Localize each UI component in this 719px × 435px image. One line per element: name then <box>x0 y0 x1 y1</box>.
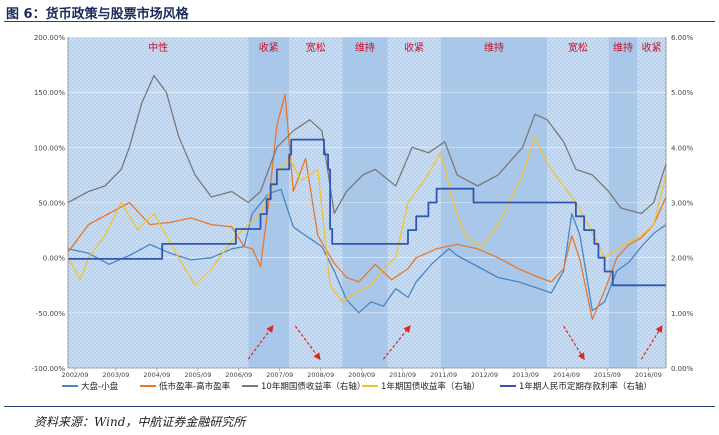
trend-arrow <box>294 325 321 361</box>
x-tick-label: 2003/09 <box>102 371 129 379</box>
trend-arrow <box>247 325 274 360</box>
regime-label: 收紧 <box>642 41 662 54</box>
regime-label: 中性 <box>148 41 168 54</box>
figure-title: 图 6：货币政策与股票市场风格 <box>6 7 189 22</box>
x-tick-label: 2002/09 <box>61 371 88 379</box>
axes: -100.00% -50.00% 0.00% 50.00% 100.00% 150.00%… <box>31 34 693 379</box>
y-left-tick-label: 200.00% <box>34 34 65 42</box>
legend-label: 1年期国债收益率（右轴） <box>381 381 480 392</box>
title-rule <box>4 21 715 22</box>
x-tick-label: 2014/09 <box>553 371 580 379</box>
y-right-tick-label: 2.00% <box>671 255 694 263</box>
legend-label: 低市盈率-高市盈率 <box>159 381 231 392</box>
regime-label: 宽松 <box>306 41 326 54</box>
series-line <box>67 93 667 321</box>
chart: 中性 收紧 宽松 维持 收紧 维持 宽松 维持 收紧 -100.00%-50.00%0.00%5… <box>31 34 693 392</box>
y-right-tick-label: 4.00% <box>671 144 694 152</box>
y-left-tick-label: -100.00% <box>31 365 65 373</box>
regime-label: 宽松 <box>568 41 588 54</box>
regime-label: 维持 <box>355 41 375 54</box>
series-line <box>68 138 666 287</box>
regime-label: 维持 <box>484 41 504 54</box>
y-left-tick-label: 100.00% <box>34 144 65 152</box>
legend: 大盘-小盘 低市盈率-高市盈率 10年期国债收益率（右轴） 1年期国债收益率（右轴） 1… <box>62 381 652 392</box>
y-right-tick-label: 5.00% <box>671 89 694 97</box>
x-tick-label: 2012/09 <box>471 371 498 379</box>
trend-arrow <box>382 325 411 360</box>
series-line <box>67 135 667 303</box>
regime-label: 收紧 <box>404 41 424 54</box>
legend-label: 1年期人民币定期存款利率（右轴） <box>519 381 652 392</box>
y-right-tick-label: 1.00% <box>671 310 694 318</box>
x-tick-label: 2013/09 <box>512 371 539 379</box>
series-line <box>67 74 667 215</box>
x-tick-label: 2007/09 <box>266 371 293 379</box>
y-left-tick-label: 0.00% <box>43 255 66 263</box>
x-tick-label: 2015/09 <box>594 371 621 379</box>
regime-label: 收紧 <box>259 41 279 54</box>
series-line <box>67 188 667 314</box>
x-tick-label: 2004/09 <box>143 371 170 379</box>
series-lines <box>67 74 667 321</box>
x-tick-label: 2005/09 <box>184 371 211 379</box>
y-left-tick-label: -50.00% <box>36 310 66 318</box>
y-right-tick-label: 3.00% <box>671 200 694 208</box>
x-tick-label: 2006/09 <box>225 371 252 379</box>
legend-label: 大盘-小盘 <box>81 381 119 392</box>
legend-label: 10年期国债收益率（右轴） <box>261 381 365 392</box>
y-left-tick-label: 50.00% <box>38 200 65 208</box>
regime-label: 维持 <box>613 41 633 54</box>
x-tick-label: 2016/09 <box>635 371 662 379</box>
source-note: 资料来源：Wind，中航证券金融研究所 <box>34 415 246 429</box>
y-right-tick-label: 6.00% <box>671 34 694 42</box>
y-right-tick-label: 0.00% <box>671 365 694 373</box>
x-tick-label: 2011/09 <box>430 371 457 379</box>
y-left-tick-label: 150.00% <box>34 89 65 97</box>
x-tick-label: 2008/09 <box>307 371 334 379</box>
x-tick-label: 2009/09 <box>348 371 375 379</box>
trend-arrows <box>247 325 663 361</box>
trend-arrow <box>640 325 663 360</box>
bottom-rule <box>4 406 715 407</box>
x-tick-label: 2010/09 <box>389 371 416 379</box>
trend-arrow <box>563 325 585 361</box>
